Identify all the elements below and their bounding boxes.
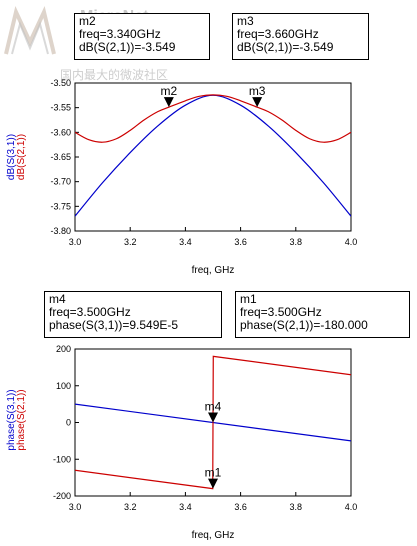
x-tick-label: 3.8 xyxy=(290,502,303,512)
y-tick-label: -3.70 xyxy=(50,177,71,187)
y-tick-label: 200 xyxy=(56,344,71,354)
y-tick-label: 100 xyxy=(56,381,71,391)
marker-m3-label: m3 xyxy=(249,84,266,98)
marker-readout-freq: freq=3.500GHz xyxy=(240,305,322,319)
x-tick-label: 3.0 xyxy=(69,237,82,247)
marker-readout-name: m2 xyxy=(79,14,96,28)
x-axis-label: freq, GHz xyxy=(192,265,235,276)
marker-readout-value: dB(S(2,1))=-3.549 xyxy=(237,40,334,54)
x-tick-label: 3.8 xyxy=(290,237,303,247)
series-line-db-s-3-1 xyxy=(75,94,351,217)
y-axis-label-1: phase(S(3,1)) xyxy=(6,389,17,450)
marker-m3-icon xyxy=(252,97,263,108)
x-tick-label: 3.4 xyxy=(179,237,192,247)
y-axis-label-1: dB(S(3,1)) xyxy=(6,134,17,180)
y-tick-label: 0 xyxy=(66,418,71,428)
y-tick-label: -3.55 xyxy=(50,103,71,113)
y-tick-label: -3.75 xyxy=(50,201,71,211)
marker-readout-name: m1 xyxy=(240,292,257,306)
marker-readout-value: dB(S(2,1))=-3.549 xyxy=(79,40,176,54)
marker-m4-label: m4 xyxy=(205,399,222,413)
series-line-phase-s-2-1 xyxy=(75,355,351,490)
marker-m2-icon xyxy=(163,97,174,108)
x-tick-label: 3.4 xyxy=(179,502,192,512)
marker-readout-m4: m4 freq=3.500GHz phase(S(3,1))=9.549E-5 xyxy=(44,291,222,338)
y-axis-label-2: dB(S(2,1)) xyxy=(16,134,27,180)
y-tick-label: -3.65 xyxy=(50,152,71,162)
y-tick-label: -3.60 xyxy=(50,127,71,137)
y-axis-label: phase(S(3,1))phase(S(2,1)) xyxy=(6,389,27,450)
marker-m1-icon xyxy=(208,478,218,489)
series-line-db-s-2-1 xyxy=(75,94,351,143)
micronet-logo-icon xyxy=(4,5,56,55)
marker-m4-icon xyxy=(208,412,218,423)
marker-readout-m3: m3 freq=3.660GHz dB(S(2,1))=-3.549 xyxy=(232,13,369,60)
marker-readout-freq: freq=3.340GHz xyxy=(79,27,161,41)
watermark-tagline: 国内最大的微波社区 xyxy=(60,68,169,82)
chart-2: 3.0 3.2 3.4 3.6 3.8 4.0 200 100 0 -100 -200 freq, G… xyxy=(6,344,357,541)
x-tick-label: 4.0 xyxy=(345,237,358,247)
marker-readout-value: phase(S(2,1))=-180.000 xyxy=(240,318,368,332)
x-tick-label: 3.2 xyxy=(124,502,137,512)
y-axis-label: dB(S(3,1))dB(S(2,1)) xyxy=(6,134,27,180)
y-tick-label: -100 xyxy=(53,454,71,464)
x-tick-label: 3.0 xyxy=(69,502,82,512)
y-tick-label: -200 xyxy=(53,491,71,501)
y-tick-label: -3.80 xyxy=(50,226,71,236)
y-tick-label: -3.50 xyxy=(50,78,71,88)
x-tick-label: 3.6 xyxy=(234,502,247,512)
x-tick-label: 3.6 xyxy=(234,237,247,247)
marker-m1-label: m1 xyxy=(205,466,222,480)
x-tick-label: 3.2 xyxy=(124,237,137,247)
plot-frame xyxy=(74,82,352,232)
marker-m2-label: m2 xyxy=(161,84,178,98)
marker-readout-name: m4 xyxy=(49,292,66,306)
marker-readout-value: phase(S(3,1))=9.549E-5 xyxy=(49,318,179,332)
marker-readout-m2: m2 freq=3.340GHz dB(S(2,1))=-3.549 xyxy=(74,13,210,60)
marker-readout-freq: freq=3.500GHz xyxy=(49,305,131,319)
marker-readout-name: m3 xyxy=(237,14,254,28)
x-tick-label: 4.0 xyxy=(345,502,358,512)
x-axis-label: freq, GHz xyxy=(192,530,235,541)
y-axis-label-2: phase(S(2,1)) xyxy=(16,389,27,450)
marker-readout-freq: freq=3.660GHz xyxy=(237,27,319,41)
marker-readout-m1: m1 freq=3.500GHz phase(S(2,1))=-180.000 xyxy=(235,291,410,338)
chart-1: 3.0 3.2 3.4 3.6 3.8 4.0 -3.50 -3.55 -3.60 -3.65 -3… xyxy=(6,78,357,276)
